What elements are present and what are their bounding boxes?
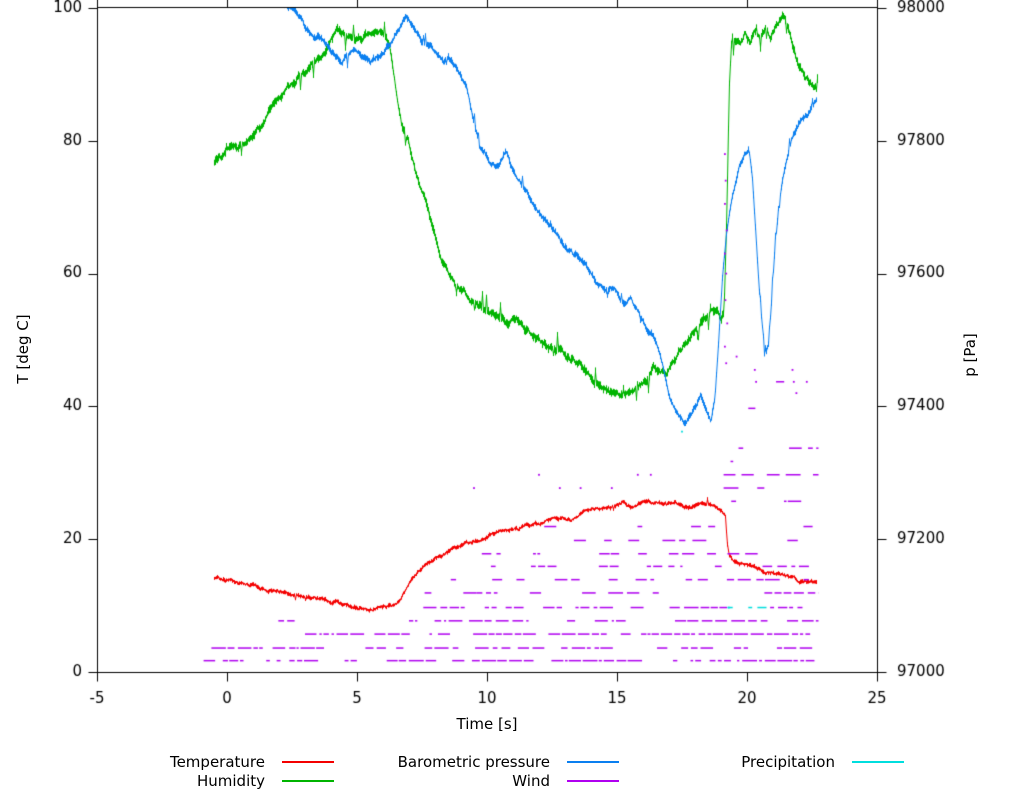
x-axis-title: Time [s] [456,715,518,733]
legend-line-temperature [282,761,334,763]
legend-line-humidity [282,780,334,782]
legend-item-precipitation: Precipitation [650,753,904,771]
legend-item-humidity: Humidity [95,772,334,790]
legend-line-barometric-pressure [567,761,619,763]
left-axis-title: T [deg C] [14,314,32,384]
legend-label-temperature: Temperature [169,753,265,771]
legend-item-temperature: Temperature [95,753,334,771]
legend-item-barometric-pressure: Barometric pressure [330,753,619,771]
legend-label-wind: Wind [512,772,550,790]
legend-line-precipitation [852,761,904,763]
legend-label-humidity: Humidity [196,772,265,790]
legend-item-wind: Wind [330,772,619,790]
legend-label-barometric-pressure: Barometric pressure [397,753,550,771]
legend-label-precipitation: Precipitation [741,753,835,771]
right-axis-title: p [Pa] [961,333,979,377]
legend-line-wind [567,780,619,782]
